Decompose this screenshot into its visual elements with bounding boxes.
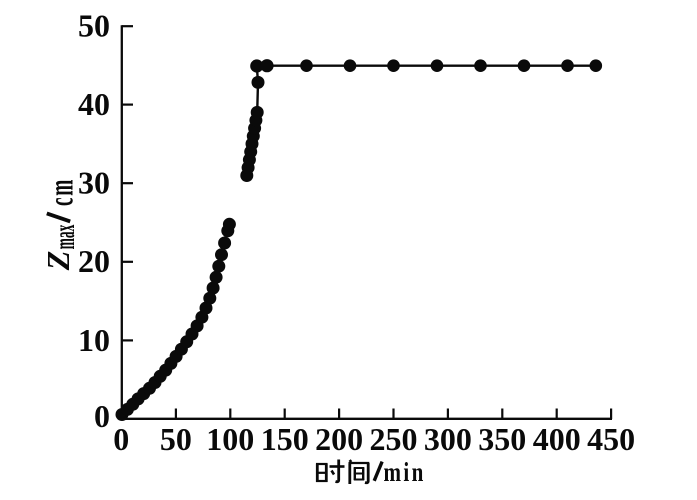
svg-text:40: 40 bbox=[78, 86, 110, 122]
svg-text:450: 450 bbox=[587, 421, 635, 457]
svg-text:0: 0 bbox=[94, 398, 110, 434]
svg-text:min: min bbox=[384, 458, 426, 488]
svg-text:50: 50 bbox=[160, 421, 192, 457]
svg-text:10: 10 bbox=[78, 322, 110, 358]
svg-text:0: 0 bbox=[113, 421, 129, 457]
svg-text:300: 300 bbox=[424, 421, 472, 457]
svg-text:20: 20 bbox=[78, 243, 110, 279]
svg-text:250: 250 bbox=[370, 421, 418, 457]
svg-text:200: 200 bbox=[315, 421, 363, 457]
svg-text:max: max bbox=[48, 224, 82, 249]
svg-text:350: 350 bbox=[478, 421, 526, 457]
svg-text:150: 150 bbox=[261, 421, 309, 457]
svg-text:400: 400 bbox=[533, 421, 581, 457]
svg-text:cm: cm bbox=[43, 178, 81, 206]
svg-text:Z: Z bbox=[40, 251, 76, 272]
svg-text:50: 50 bbox=[78, 8, 110, 44]
svg-text:100: 100 bbox=[206, 421, 254, 457]
svg-text:30: 30 bbox=[78, 165, 110, 201]
